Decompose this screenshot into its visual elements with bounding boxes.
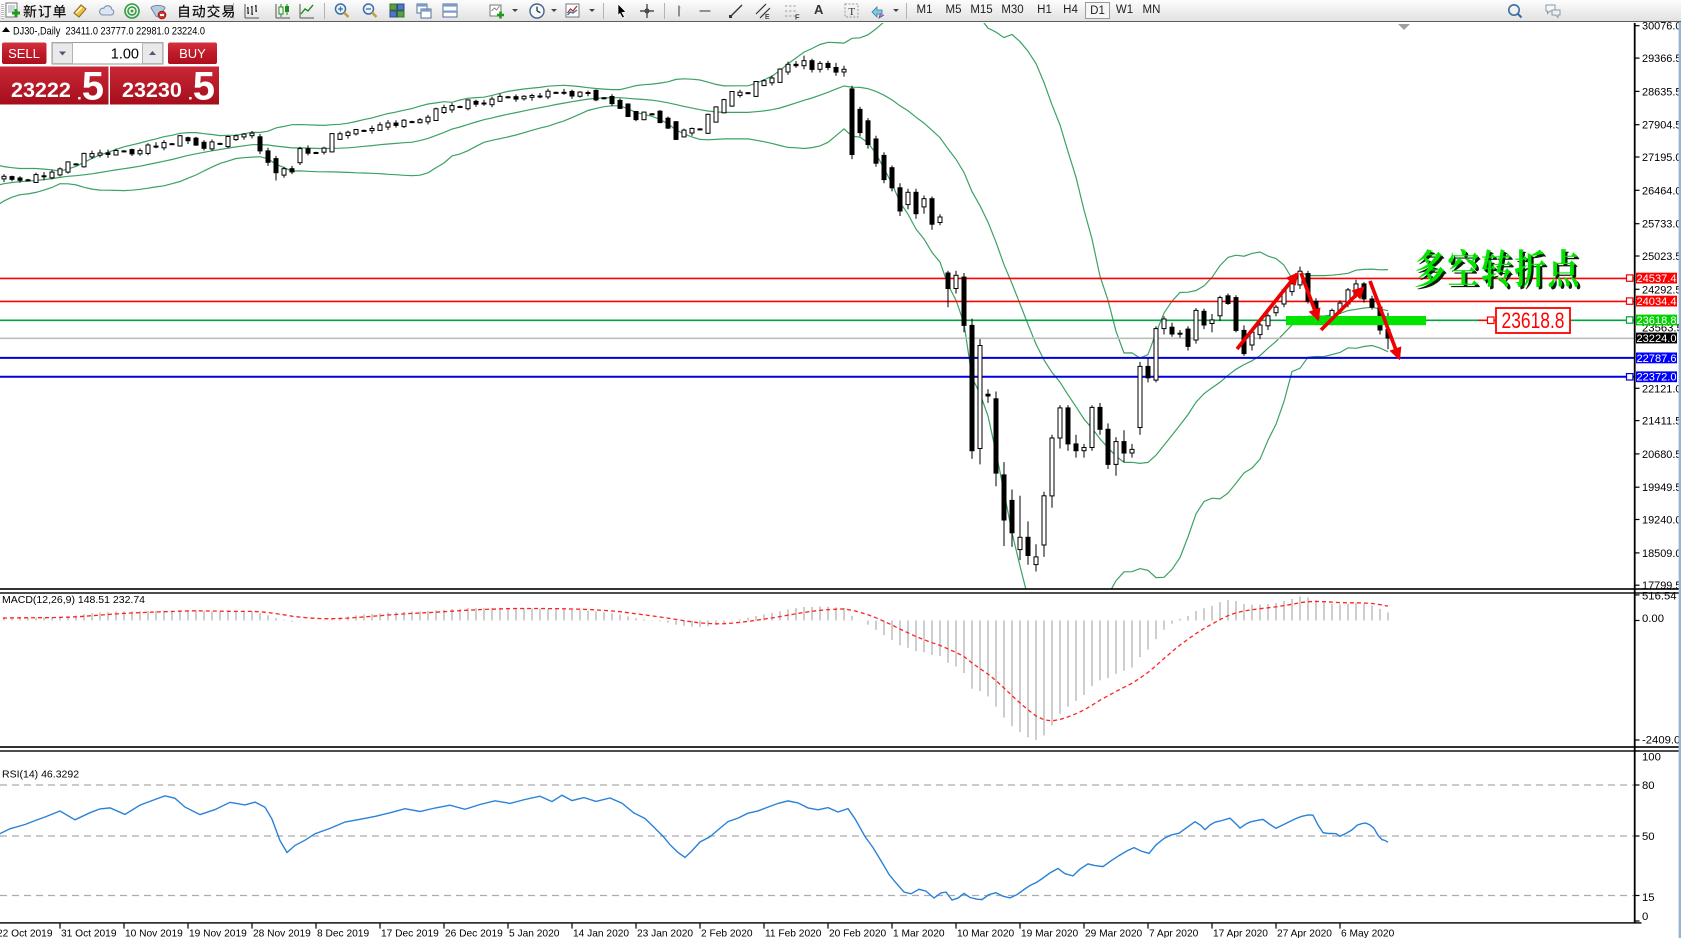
svg-text:8 Dec 2019: 8 Dec 2019 bbox=[317, 929, 369, 938]
svg-text:80: 80 bbox=[1642, 780, 1655, 792]
svg-text:24537.4: 24537.4 bbox=[1637, 273, 1677, 285]
svg-text:19 Nov 2019: 19 Nov 2019 bbox=[189, 929, 247, 938]
svg-text:50: 50 bbox=[1642, 831, 1655, 843]
svg-text:F: F bbox=[795, 13, 800, 21]
svg-text:20680.5: 20680.5 bbox=[1642, 449, 1681, 461]
svg-text:22372.0: 22372.0 bbox=[1637, 372, 1677, 384]
svg-text:0.00: 0.00 bbox=[1642, 613, 1664, 625]
svg-text:23618.8: 23618.8 bbox=[1637, 315, 1677, 327]
svg-text:5 Jan 2020: 5 Jan 2020 bbox=[509, 929, 560, 938]
svg-text:19949.5: 19949.5 bbox=[1642, 482, 1681, 494]
svg-text:22787.6: 22787.6 bbox=[1637, 353, 1677, 365]
svg-text:27904.5: 27904.5 bbox=[1642, 120, 1681, 132]
svg-text:E: E bbox=[765, 14, 770, 20]
svg-text:.5: .5 bbox=[188, 65, 215, 109]
svg-text:2 Feb 2020: 2 Feb 2020 bbox=[701, 929, 753, 938]
svg-text:-2409.06: -2409.06 bbox=[1642, 735, 1681, 747]
svg-text:24292.5: 24292.5 bbox=[1642, 284, 1681, 296]
svg-text:17799.5: 17799.5 bbox=[1642, 580, 1681, 592]
svg-text:SELL: SELL bbox=[8, 46, 40, 61]
svg-text:18509.0: 18509.0 bbox=[1642, 548, 1681, 560]
svg-text:516.54: 516.54 bbox=[1642, 591, 1677, 603]
svg-text:10 Nov 2019: 10 Nov 2019 bbox=[125, 929, 183, 938]
svg-text:0: 0 bbox=[1642, 911, 1648, 923]
svg-text:26 Dec 2019: 26 Dec 2019 bbox=[445, 929, 503, 938]
svg-text:24034.4: 24034.4 bbox=[1637, 296, 1677, 308]
svg-text:27 Apr 2020: 27 Apr 2020 bbox=[1277, 929, 1332, 938]
svg-text:RSI(14) 46.3292: RSI(14) 46.3292 bbox=[2, 769, 79, 781]
svg-text:23 Jan 2020: 23 Jan 2020 bbox=[637, 929, 693, 938]
svg-text:23618.8: 23618.8 bbox=[1502, 308, 1565, 333]
svg-text:MACD(12,26,9) 148.51 232.74: MACD(12,26,9) 148.51 232.74 bbox=[2, 594, 145, 606]
svg-text:.5: .5 bbox=[77, 65, 104, 109]
svg-text:22 Oct 2019: 22 Oct 2019 bbox=[0, 929, 53, 938]
svg-text:11 Feb 2020: 11 Feb 2020 bbox=[765, 929, 822, 938]
svg-text:30076.0: 30076.0 bbox=[1642, 22, 1681, 33]
svg-text:21411.5: 21411.5 bbox=[1642, 416, 1681, 428]
svg-text:100: 100 bbox=[1642, 752, 1661, 764]
svg-text:23224.0: 23224.0 bbox=[1637, 333, 1677, 345]
svg-text:31 Oct 2019: 31 Oct 2019 bbox=[61, 929, 117, 938]
svg-text:1 Mar 2020: 1 Mar 2020 bbox=[893, 929, 945, 938]
svg-text:1.00: 1.00 bbox=[111, 47, 139, 63]
svg-text:23222: 23222 bbox=[11, 78, 71, 102]
svg-text:14 Jan 2020: 14 Jan 2020 bbox=[573, 929, 629, 938]
svg-text:T: T bbox=[848, 6, 855, 18]
svg-text:7 Apr 2020: 7 Apr 2020 bbox=[1149, 929, 1199, 938]
svg-text:10 Mar 2020: 10 Mar 2020 bbox=[957, 929, 1015, 938]
svg-text:26464.0: 26464.0 bbox=[1642, 185, 1681, 197]
svg-text:19 Mar 2020: 19 Mar 2020 bbox=[1021, 929, 1079, 938]
svg-text:BUY: BUY bbox=[179, 46, 206, 61]
svg-text:DJ30-,Daily 23411.0 23777.0 2: DJ30-,Daily 23411.0 23777.0 22981.0 2322… bbox=[13, 26, 205, 38]
svg-text:19240.0: 19240.0 bbox=[1642, 515, 1681, 527]
svg-text:17 Apr 2020: 17 Apr 2020 bbox=[1213, 929, 1268, 938]
svg-text:17 Dec 2019: 17 Dec 2019 bbox=[381, 929, 439, 938]
svg-text:25023.5: 25023.5 bbox=[1642, 251, 1681, 263]
svg-text:22121.0: 22121.0 bbox=[1642, 383, 1681, 395]
svg-text:23230: 23230 bbox=[122, 78, 182, 102]
svg-text:23563.5: 23563.5 bbox=[1642, 323, 1681, 335]
svg-text:6 May 2020: 6 May 2020 bbox=[1341, 929, 1395, 938]
svg-text:25733.0: 25733.0 bbox=[1642, 219, 1681, 231]
svg-text:20 Feb 2020: 20 Feb 2020 bbox=[829, 929, 887, 938]
svg-text:15: 15 bbox=[1642, 892, 1655, 904]
svg-text:28 Nov 2019: 28 Nov 2019 bbox=[253, 929, 311, 938]
svg-text:27195.0: 27195.0 bbox=[1642, 152, 1681, 164]
svg-text:28635.5: 28635.5 bbox=[1642, 86, 1681, 98]
svg-text:29366.5: 29366.5 bbox=[1642, 53, 1681, 65]
svg-text:29 Mar 2020: 29 Mar 2020 bbox=[1085, 929, 1143, 938]
